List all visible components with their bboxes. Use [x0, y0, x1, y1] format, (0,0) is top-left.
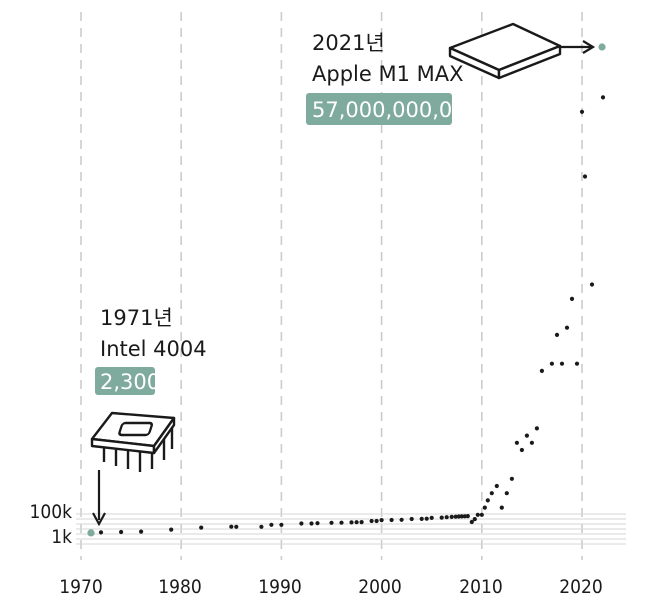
data-point-2: [119, 529, 124, 535]
data-point-30: [449, 514, 454, 520]
data-point-17: [354, 520, 359, 525]
annotation-m1-value: 57,000,000,000: [312, 98, 479, 122]
data-point-11: [299, 521, 304, 526]
data-point-52: [539, 368, 545, 373]
data-point-29: [444, 515, 449, 520]
data-point-18: [359, 520, 364, 525]
data-points: [87, 43, 606, 537]
data-point-23: [399, 517, 404, 522]
intel-4004-chip-icon: [90, 411, 176, 472]
data-point-60: [582, 174, 588, 179]
data-point-54: [554, 332, 560, 337]
x-tick-label-1970: 1970: [59, 576, 103, 598]
data-point-24: [409, 516, 414, 522]
grid-lines: [76, 12, 626, 560]
data-point-46: [509, 476, 514, 481]
data-point-10: [279, 522, 284, 527]
data-point-16: [349, 520, 354, 525]
data-point-55: [559, 361, 565, 366]
data-point-50: [529, 440, 535, 445]
x-tick-label-1980: 1980: [158, 576, 202, 598]
data-point-43: [494, 483, 499, 489]
annotation-m1-arrowhead: [582, 40, 596, 54]
data-point-36: [469, 519, 474, 525]
data-point-28: [439, 515, 444, 520]
data-point-47: [514, 440, 520, 445]
data-point-51: [534, 426, 540, 431]
data-point-41: [485, 498, 490, 503]
highlight-point-2022: [598, 43, 606, 51]
data-point-14: [329, 520, 334, 525]
data-point-39: [479, 512, 484, 517]
data-point-12: [309, 521, 314, 526]
data-point-49: [524, 433, 530, 438]
x-tick-label-1990: 1990: [258, 576, 302, 598]
data-point-4: [169, 527, 174, 532]
data-point-57: [569, 296, 575, 301]
data-point-3: [139, 529, 144, 534]
annotation-intel-value: 2,300: [100, 370, 160, 394]
data-point-15: [339, 520, 344, 525]
annotation-intel-4004: 1971년 Intel 4004 2,300: [90, 306, 207, 527]
data-point-34: [462, 514, 467, 519]
data-point-13: [315, 521, 320, 526]
data-point-45: [504, 491, 509, 496]
data-point-19: [369, 518, 374, 524]
data-point-35: [465, 514, 470, 519]
data-point-42: [489, 491, 494, 496]
data-point-26: [424, 516, 429, 521]
y-tick-label-1k: 1k: [51, 526, 72, 548]
data-point-20: [374, 518, 379, 524]
data-point-5: [199, 525, 204, 530]
x-tick-label-2010: 2010: [459, 576, 503, 598]
data-point-8: [259, 524, 264, 529]
data-point-44: [499, 505, 504, 510]
data-point-59: [579, 109, 585, 114]
data-point-22: [389, 517, 394, 523]
data-point-53: [549, 361, 555, 366]
y-tick-label-100k: 100k: [29, 501, 72, 523]
x-tick-label-2000: 2000: [358, 576, 402, 598]
data-point-21: [379, 518, 384, 523]
highlight-point-1971: [87, 529, 95, 537]
annotation-m1-year: 2021년: [312, 31, 385, 55]
annotation-intel-arrowhead: [92, 512, 106, 527]
annotation-intel-value-badge: [95, 367, 155, 395]
annotation-apple-m1-max: 2021년 Apple M1 MAX 57,000,000,000: [306, 22, 596, 125]
data-point-9: [269, 522, 274, 527]
data-point-48: [519, 447, 525, 453]
apple-m1-max-chip-icon: [448, 22, 562, 80]
data-point-1: [98, 530, 104, 535]
data-point-7: [234, 524, 239, 529]
data-point-27: [429, 515, 434, 521]
data-point-63: [600, 95, 606, 100]
data-point-33: [459, 514, 464, 519]
data-point-6: [229, 524, 234, 529]
data-point-31: [453, 514, 458, 519]
x-tick-label-2020: 2020: [559, 576, 603, 598]
annotation-m1-value-badge: [306, 93, 452, 125]
data-point-37: [472, 517, 477, 522]
data-point-61: [589, 282, 595, 287]
data-point-25: [419, 516, 424, 522]
data-point-56: [564, 325, 570, 330]
axis-ticks: 1970 1980 1990 2000 2010 2020 100k 1k: [29, 501, 602, 598]
data-point-58: [574, 361, 580, 366]
data-point-32: [456, 514, 461, 519]
data-point-40: [482, 505, 487, 510]
data-point-38: [475, 512, 480, 517]
annotation-intel-year: 1971년: [100, 306, 173, 330]
annotation-intel-chip-name: Intel 4004: [100, 337, 207, 361]
annotation-m1-chip-name: Apple M1 MAX: [312, 62, 463, 86]
